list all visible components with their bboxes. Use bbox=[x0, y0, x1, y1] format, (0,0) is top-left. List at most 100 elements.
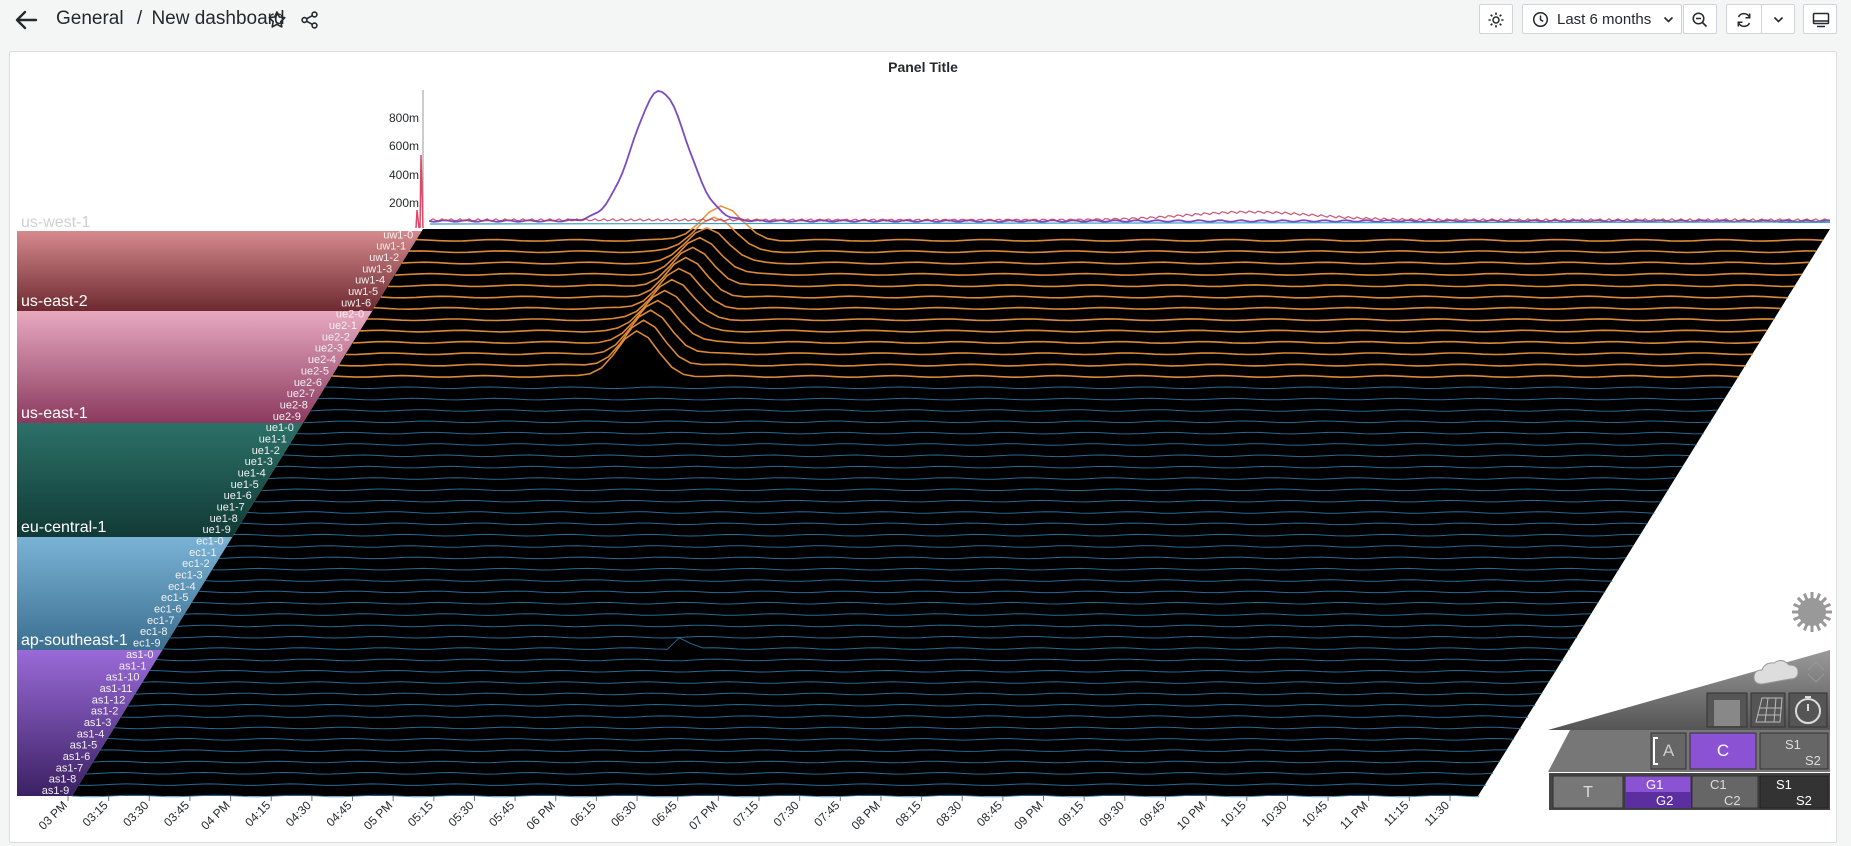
series-line bbox=[170, 635, 1578, 639]
series-line bbox=[114, 726, 1522, 730]
x-tick-label: 03:15 bbox=[80, 798, 111, 829]
series-line bbox=[331, 329, 1739, 379]
series-label: ue2-6 bbox=[294, 377, 322, 389]
breadcrumb-separator: / bbox=[136, 8, 143, 29]
series-line bbox=[212, 567, 1620, 571]
y-tick-label: 200m bbox=[389, 196, 419, 210]
y-tick-label: 600m bbox=[389, 139, 419, 153]
series-label: uw1-5 bbox=[348, 286, 378, 298]
chevron-down-icon bbox=[1773, 16, 1784, 23]
zoom-out-icon bbox=[1692, 12, 1708, 28]
panel-title[interactable]: Panel Title bbox=[888, 59, 958, 75]
series-line bbox=[345, 309, 1753, 356]
control-panel bbox=[1548, 650, 1830, 730]
dashboard-title[interactable]: New dashboard bbox=[151, 8, 285, 29]
x-tick-label: 11 PM bbox=[1337, 798, 1371, 832]
settings-button[interactable] bbox=[1479, 4, 1513, 34]
series-label: ue2-3 bbox=[315, 343, 343, 355]
series-label: ue2-1 bbox=[329, 320, 357, 332]
y-tick-label: 800m bbox=[389, 111, 419, 125]
series-label: as1-7 bbox=[56, 762, 84, 774]
x-tick-label: 10:30 bbox=[1258, 798, 1289, 829]
series-label: uw1-3 bbox=[362, 263, 392, 275]
series-line bbox=[71, 794, 1480, 798]
zoom-out-button[interactable] bbox=[1683, 4, 1717, 34]
series-line bbox=[156, 658, 1564, 662]
dashboard-header: General / New dashboard Last 6 months bbox=[0, 0, 1851, 44]
x-tick-label: 04:15 bbox=[242, 798, 273, 829]
svg-text:S1: S1 bbox=[1776, 777, 1792, 792]
series-line bbox=[282, 454, 1690, 458]
refresh-interval-dropdown[interactable] bbox=[1761, 4, 1795, 34]
x-tick-label: 07:15 bbox=[730, 798, 761, 829]
series-line bbox=[233, 533, 1641, 537]
x-tick-label: 11:15 bbox=[1381, 798, 1412, 829]
series-label: ec1-2 bbox=[182, 558, 210, 570]
svg-text:S2: S2 bbox=[1805, 753, 1821, 768]
toggle-s-button[interactable]: S1 S2 bbox=[1759, 732, 1829, 770]
series-line bbox=[408, 216, 1817, 254]
series-label: uw1-0 bbox=[383, 229, 413, 241]
series-label: ue1-5 bbox=[231, 479, 259, 491]
svg-text:S2: S2 bbox=[1796, 793, 1812, 808]
series-line bbox=[177, 624, 1585, 628]
series-line bbox=[142, 681, 1550, 684]
group-band-us-west-1 bbox=[17, 206, 430, 231]
series-label: as1-8 bbox=[49, 774, 77, 786]
star-icon[interactable] bbox=[266, 9, 288, 31]
x-tick-label: 04 PM bbox=[198, 798, 232, 832]
series-label: as1-0 bbox=[126, 649, 154, 661]
series-line bbox=[268, 477, 1676, 480]
svg-text:C2: C2 bbox=[1724, 793, 1741, 808]
series-line bbox=[85, 771, 1494, 775]
time-range-picker[interactable]: Last 6 months bbox=[1522, 4, 1682, 34]
series-label: ec1-1 bbox=[189, 547, 217, 559]
x-tick-label: 03 PM bbox=[36, 798, 70, 832]
series-label: uw1-1 bbox=[376, 241, 406, 253]
group-label: us-east-1 bbox=[21, 405, 88, 422]
monitor-icon bbox=[1812, 12, 1830, 28]
x-tick-label: 05 PM bbox=[361, 798, 395, 832]
series-label: ue2-5 bbox=[301, 365, 329, 377]
series-label: as1-3 bbox=[84, 717, 112, 729]
toggle-s1s2-button[interactable]: S1 S2 bbox=[1759, 775, 1829, 809]
breadcrumb-folder[interactable]: General bbox=[56, 8, 124, 29]
x-tick-label: 05:15 bbox=[405, 798, 436, 829]
svg-text:T: T bbox=[1583, 784, 1593, 801]
clock-icon bbox=[1532, 11, 1549, 28]
group-label: us-east-2 bbox=[21, 293, 88, 310]
x-tick-label: 07:30 bbox=[771, 798, 802, 829]
x-tick-label: 09:45 bbox=[1136, 798, 1167, 829]
x-tick-label: 06:45 bbox=[649, 798, 680, 829]
series-label: as1-4 bbox=[77, 728, 105, 740]
y-tick-label: 400m bbox=[389, 168, 419, 182]
series-line bbox=[163, 637, 1571, 650]
share-icon[interactable] bbox=[299, 9, 321, 31]
svg-text:A: A bbox=[1663, 741, 1675, 760]
settings-sun-icon[interactable] bbox=[1792, 592, 1832, 632]
up-down-arrow-icon[interactable] bbox=[1807, 661, 1825, 683]
x-tick-label: 08:45 bbox=[974, 798, 1005, 829]
refresh-button[interactable] bbox=[1726, 4, 1762, 34]
series-line bbox=[394, 236, 1802, 276]
series-line bbox=[184, 613, 1592, 616]
x-tick-label: 10:15 bbox=[1218, 798, 1249, 829]
x-tick-label: 09 PM bbox=[1011, 798, 1045, 832]
series-line bbox=[310, 409, 1718, 412]
toggle-c-button[interactable]: C bbox=[1689, 732, 1757, 770]
x-tick-label: 09:15 bbox=[1055, 798, 1086, 829]
x-tick-label: 08:15 bbox=[893, 798, 924, 829]
series-label: as1-10 bbox=[106, 672, 140, 684]
toggle-t-button[interactable]: T bbox=[1552, 775, 1624, 809]
series-line bbox=[415, 205, 1824, 242]
tv-mode-button[interactable] bbox=[1803, 4, 1837, 34]
x-tick-label: 06 PM bbox=[523, 798, 557, 832]
svg-text:G2: G2 bbox=[1656, 793, 1673, 808]
series-label: ue1-0 bbox=[266, 422, 294, 434]
cloud-icon[interactable] bbox=[1753, 659, 1799, 685]
series-spike bbox=[415, 154, 424, 229]
back-arrow-icon[interactable] bbox=[12, 6, 40, 34]
